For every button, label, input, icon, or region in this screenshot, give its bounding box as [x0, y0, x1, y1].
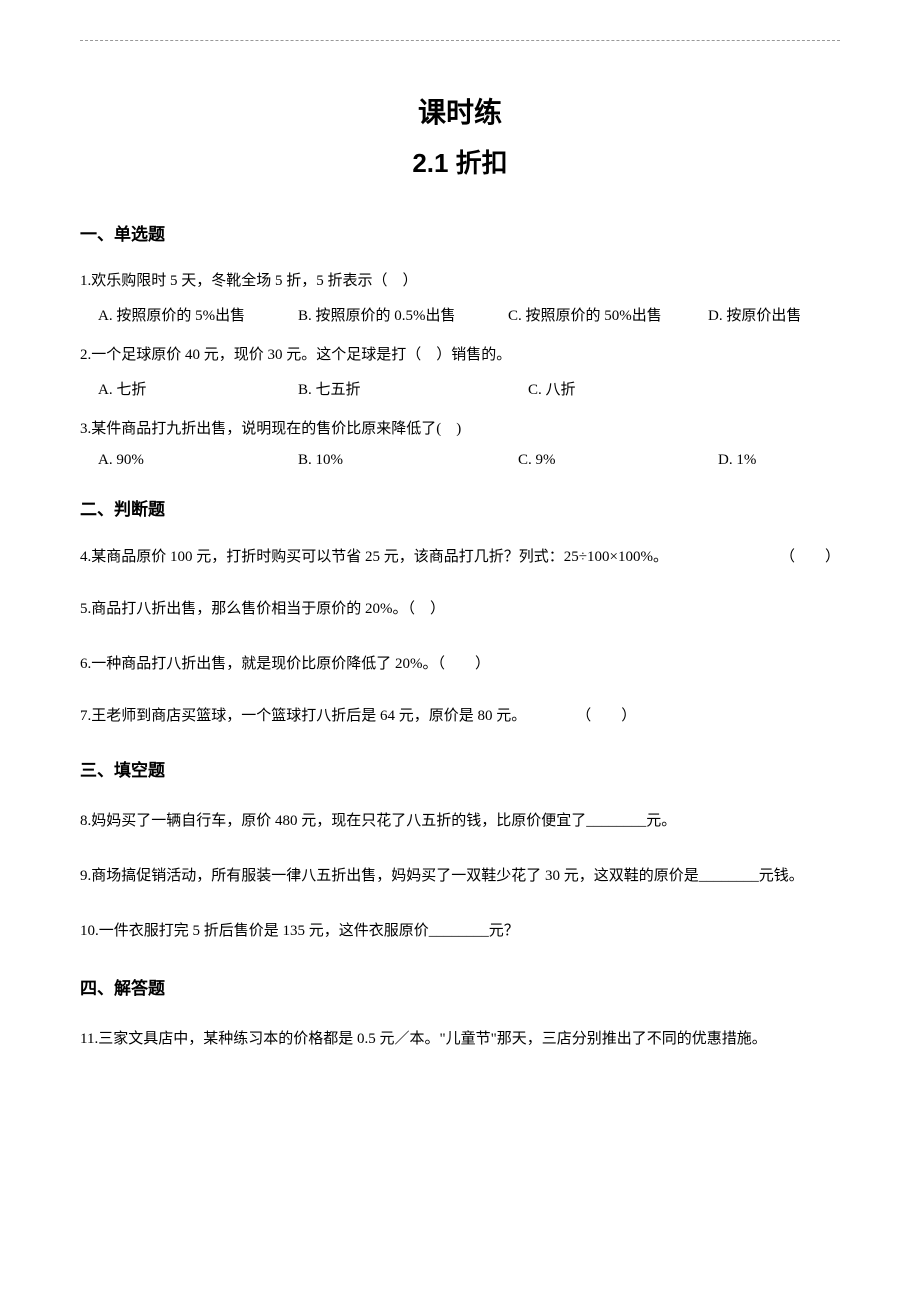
- q2-option-c: C. 八折: [528, 378, 576, 399]
- q3-option-a: A. 90%: [98, 452, 298, 469]
- q6-text: 6.一种商品打八折出售，就是现价比原价降低了 20%。（ ）: [80, 648, 840, 681]
- q1-option-a: A. 按照原价的 5%出售: [98, 304, 298, 325]
- q8-text: 8.妈妈买了一辆自行车，原价 480 元，现在只花了八五折的钱，比原价便宜了__…: [80, 805, 840, 838]
- q1-text: 1.欢乐购限时 5 天，冬靴全场 5 折，5 折表示（ ）: [80, 269, 840, 290]
- title-main: 课时练: [80, 91, 840, 131]
- section-4-heading: 四、解答题: [80, 974, 840, 999]
- q1-option-d: D. 按原价出售: [708, 304, 801, 325]
- q2-options: A. 七折 B. 七五折 C. 八折: [80, 378, 840, 399]
- q3-option-d: D. 1%: [718, 452, 756, 469]
- q3-options: A. 90% B. 10% C. 9% D. 1%: [80, 452, 840, 469]
- q7-text: 7.王老师到商店买篮球，一个篮球打八折后是 64 元，原价是 80 元。: [80, 703, 526, 730]
- q1-option-c: C. 按照原价的 50%出售: [508, 304, 708, 325]
- top-dashed-line: [80, 40, 840, 41]
- section-1-heading: 一、单选题: [80, 220, 840, 245]
- q10-text: 10.一件衣服打完 5 折后售价是 135 元，这件衣服原价________元？: [80, 915, 840, 948]
- q4-paren: （ ）: [750, 544, 840, 571]
- section-2-heading: 二、判断题: [80, 495, 840, 520]
- q4-text: 4.某商品原价 100 元，打折时购买可以节省 25 元，该商品打几折？列式：2…: [80, 544, 750, 571]
- q4-row: 4.某商品原价 100 元，打折时购买可以节省 25 元，该商品打几折？列式：2…: [80, 544, 840, 571]
- q1-options: A. 按照原价的 5%出售 B. 按照原价的 0.5%出售 C. 按照原价的 5…: [80, 304, 840, 325]
- q9-text: 9.商场搞促销活动，所有服装一律八五折出售，妈妈买了一双鞋少花了 30 元，这双…: [80, 860, 840, 893]
- title-sub: 2.1 折扣: [80, 143, 840, 180]
- section-3-heading: 三、填空题: [80, 756, 840, 781]
- q3-option-b: B. 10%: [298, 452, 518, 469]
- q7-paren: （ ）: [526, 703, 636, 730]
- q2-option-a: A. 七折: [98, 378, 298, 399]
- q2-option-b: B. 七五折: [298, 378, 528, 399]
- q5-text: 5.商品打八折出售，那么售价相当于原价的 20%。（ ）: [80, 593, 840, 626]
- q2-text: 2.一个足球原价 40 元，现价 30 元。这个足球是打（ ）销售的。: [80, 343, 840, 364]
- q11-text: 11.三家文具店中，某种练习本的价格都是 0.5 元／本。"儿童节"那天，三店分…: [80, 1023, 840, 1056]
- q7-row: 7.王老师到商店买篮球，一个篮球打八折后是 64 元，原价是 80 元。 （ ）: [80, 703, 840, 730]
- q3-option-c: C. 9%: [518, 452, 718, 469]
- q1-option-b: B. 按照原价的 0.5%出售: [298, 304, 508, 325]
- q3-text: 3.某件商品打九折出售，说明现在的售价比原来降低了( ): [80, 417, 840, 438]
